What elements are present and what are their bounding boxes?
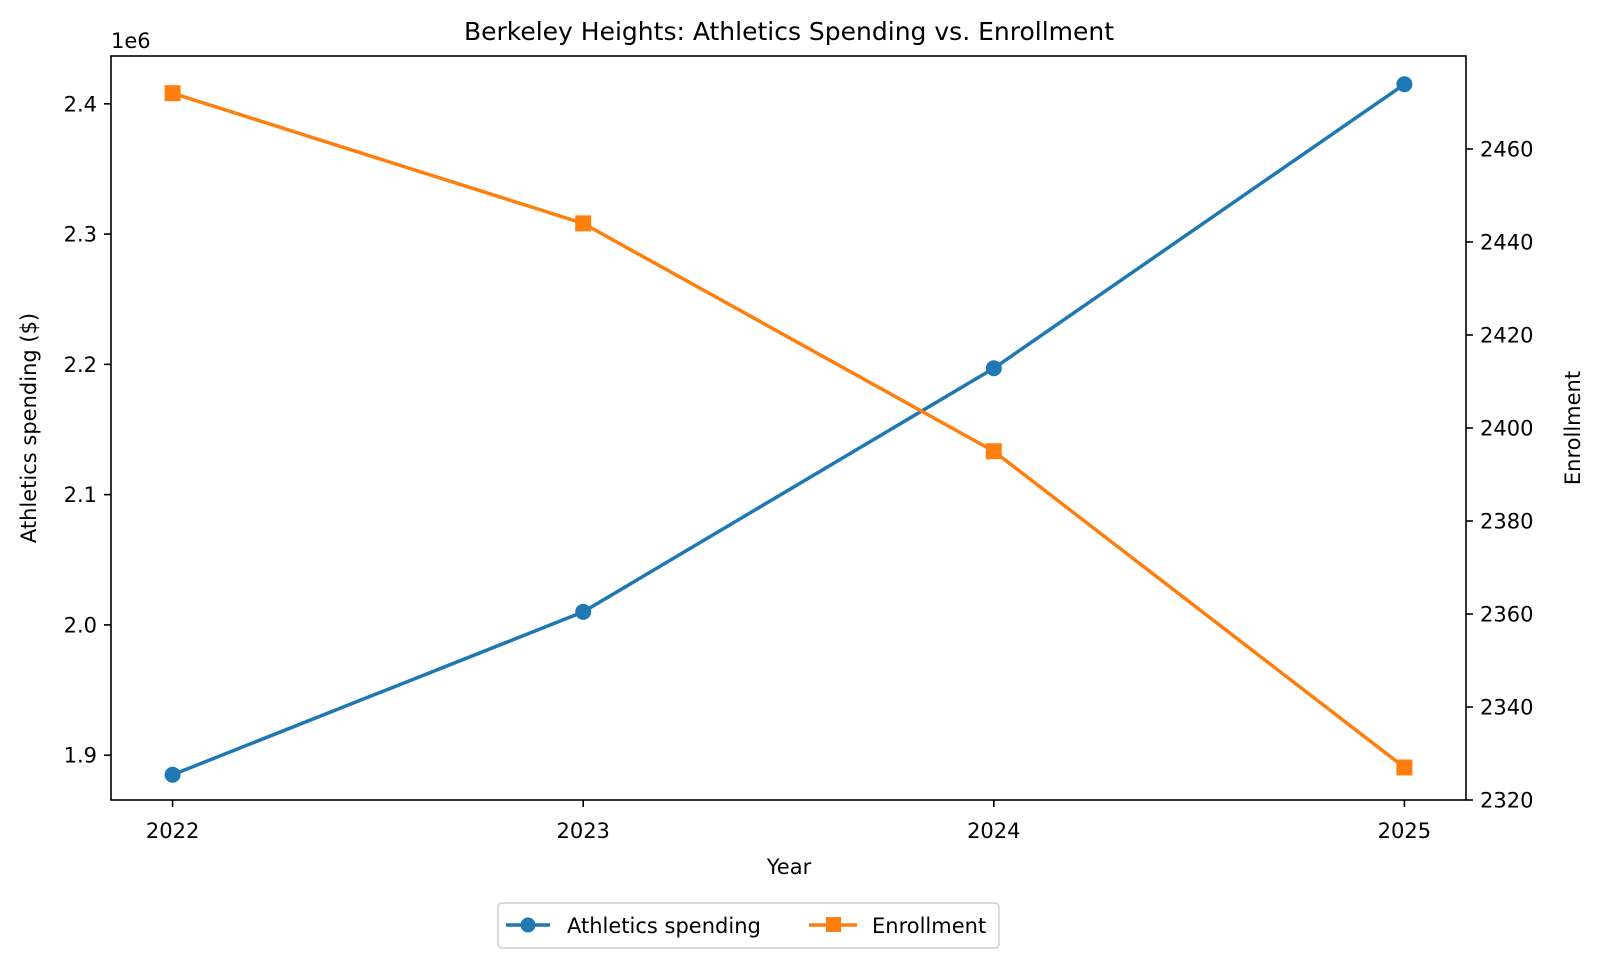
y-tick-label: 1.9 (64, 744, 97, 768)
series-layer (164, 76, 1413, 783)
y2-tick-label: 2440 (1480, 231, 1533, 255)
y-axis-label: Athletics spending ($) (17, 313, 41, 543)
data-point-athletics-spending-2024 (985, 360, 1002, 377)
y2-tick-label: 2420 (1480, 324, 1533, 348)
y2-tick-label: 2320 (1480, 789, 1533, 813)
data-point-athletics-spending-2023 (575, 603, 592, 620)
legend-frame (497, 902, 1000, 949)
y2-axis-label: Enrollment (1561, 371, 1585, 485)
y2-tick-label: 2400 (1480, 417, 1533, 441)
legend-item-athletics-spending: Athletics spending (506, 914, 761, 938)
y-tick-label: 2.2 (64, 353, 97, 377)
y2-tick-label: 2380 (1480, 510, 1533, 534)
y-tick-label: 2.3 (64, 223, 97, 247)
y-tick-label: 2.1 (64, 483, 97, 507)
legend: Athletics spending Enrollment (497, 902, 1000, 949)
legend-marker-square-icon (826, 917, 841, 932)
x-axis-label: Year (766, 855, 812, 879)
legend-item-enrollment: Enrollment (809, 914, 986, 938)
data-point-athletics-spending-2022 (164, 766, 181, 783)
plot-area (111, 56, 1466, 800)
y2-tick-label: 2360 (1480, 603, 1533, 627)
x-tick-label: 2022 (146, 819, 199, 843)
x-axis-ticks: 2022 2023 2024 2025 (146, 800, 1431, 843)
x-tick-label: 2025 (1378, 819, 1431, 843)
y-offset-label: 1e6 (111, 29, 151, 53)
legend-label-athletics-spending: Athletics spending (567, 914, 761, 938)
series-line-athletics-spending (170, 81, 1407, 777)
y2-tick-label: 2460 (1480, 138, 1533, 162)
series-line-enrollment (170, 91, 1407, 770)
legend-marker-circle-icon (520, 917, 536, 933)
y-axis-ticks: 1.9 2.0 2.1 2.2 2.3 2.4 (64, 92, 111, 768)
data-point-enrollment-2023 (575, 215, 592, 232)
legend-label-enrollment: Enrollment (872, 914, 986, 938)
y-tick-label: 2.4 (64, 92, 97, 116)
axes-background (111, 56, 1466, 800)
y2-axis-ticks: 2320 2340 2360 2380 2400 2420 2440 2460 (1466, 138, 1533, 813)
x-tick-label: 2023 (556, 819, 609, 843)
x-tick-label: 2024 (967, 819, 1020, 843)
chart-title: Berkeley Heights: Athletics Spending vs.… (464, 17, 1114, 46)
data-point-enrollment-2025 (1396, 759, 1413, 776)
y-tick-label: 2.0 (64, 613, 97, 637)
data-point-enrollment-2022 (164, 85, 181, 102)
data-point-enrollment-2024 (985, 443, 1002, 460)
y2-tick-label: 2340 (1480, 696, 1533, 720)
data-point-athletics-spending-2025 (1396, 76, 1413, 93)
